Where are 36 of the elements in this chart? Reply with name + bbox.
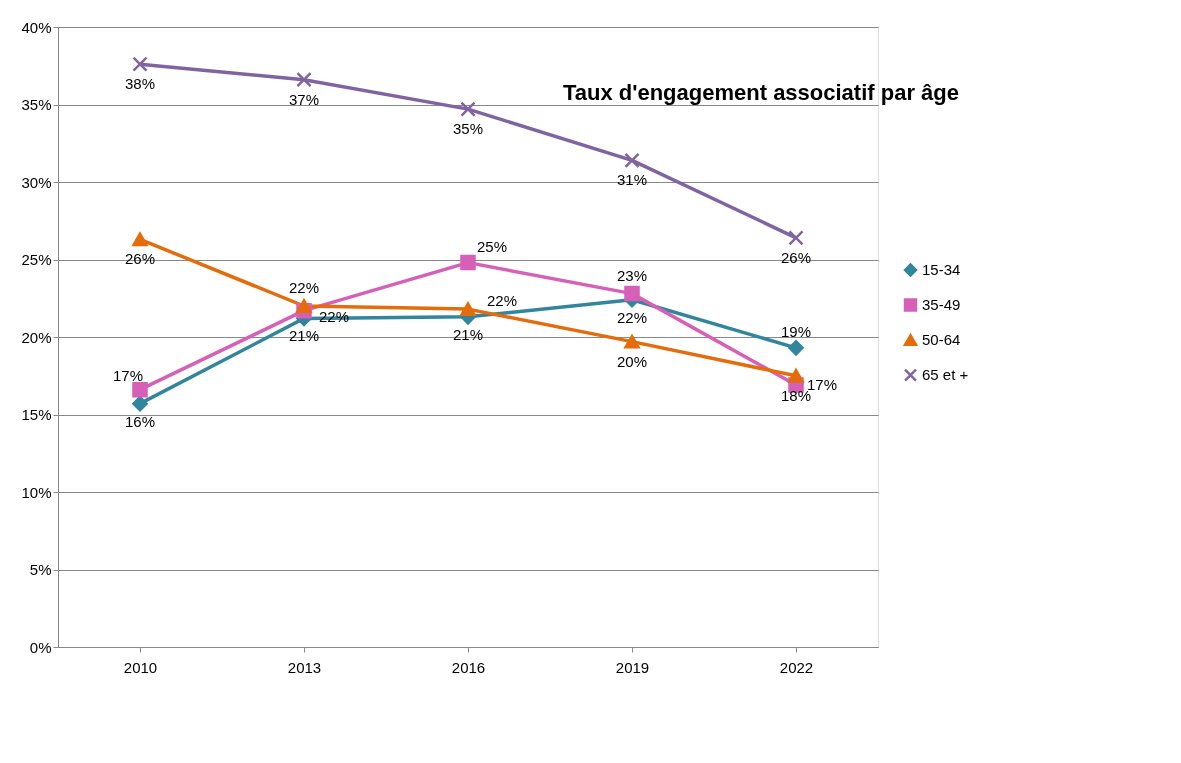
data-label: 21% bbox=[452, 325, 484, 343]
data-label: 17% bbox=[112, 366, 144, 384]
y-tick-label: 40% bbox=[21, 18, 52, 36]
data-label: 37% bbox=[288, 90, 320, 108]
y-tick-label: 15% bbox=[21, 406, 52, 423]
y-tick-label: 25% bbox=[21, 251, 52, 268]
data-label: 16% bbox=[124, 412, 156, 430]
text: Taux d'engagement associatif par âge bbox=[562, 80, 959, 105]
y-tick-label: 0% bbox=[29, 638, 52, 656]
data-label: 25% bbox=[476, 237, 508, 255]
legend-label: 35-49 bbox=[922, 296, 961, 314]
data-label: 38% bbox=[124, 75, 156, 93]
data-label: 19% bbox=[780, 322, 812, 340]
x-tick-label: 2013 bbox=[287, 658, 322, 676]
data-label: 20% bbox=[616, 352, 648, 370]
data-label: 26% bbox=[780, 248, 812, 266]
x-tick-label: 2010 bbox=[123, 658, 158, 676]
x-tick-label: 2019 bbox=[615, 658, 650, 676]
y-tick-label: 30% bbox=[21, 173, 52, 191]
y-tick-label: 5% bbox=[29, 561, 52, 578]
data-label: 31% bbox=[616, 171, 648, 189]
legend-label: 15-34 bbox=[922, 261, 961, 279]
y-tick-label: 35% bbox=[21, 96, 52, 113]
x-tick-label: 2016 bbox=[451, 658, 486, 676]
x-tick-label: 2022 bbox=[779, 658, 814, 676]
data-label: 26% bbox=[124, 250, 156, 268]
y-tick-label: 10% bbox=[21, 483, 52, 501]
data-label: 21% bbox=[288, 327, 320, 345]
data-label: 35% bbox=[452, 120, 484, 138]
data-label: 22% bbox=[616, 308, 648, 326]
legend-label: 50-64 bbox=[922, 331, 961, 349]
y-tick-label: 20% bbox=[21, 328, 52, 346]
data-label: 22% bbox=[486, 292, 518, 310]
data-label: 22% bbox=[288, 279, 320, 296]
legend-label: 65 et + bbox=[922, 366, 969, 384]
data-label: 23% bbox=[616, 266, 648, 284]
